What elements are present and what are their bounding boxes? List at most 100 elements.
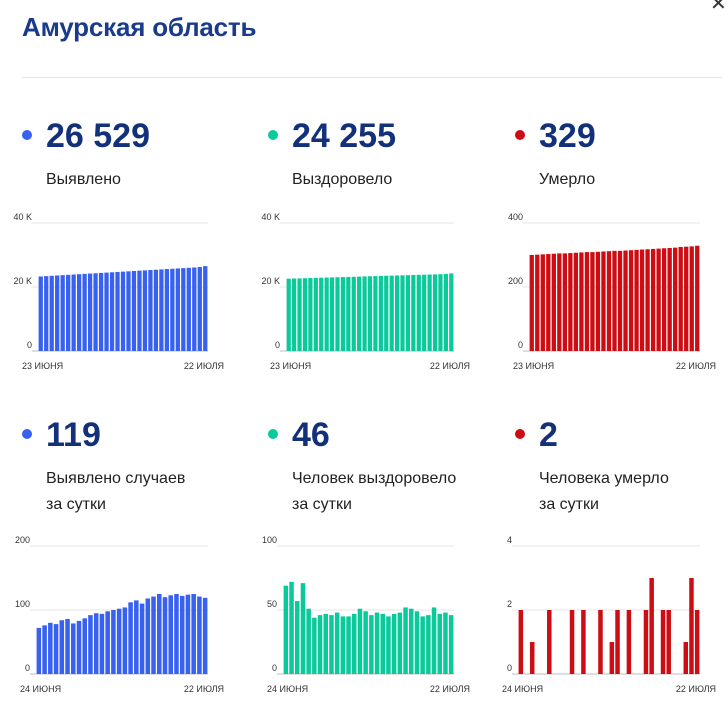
bar: [369, 615, 374, 674]
bar: [394, 275, 400, 351]
bar: [409, 608, 414, 674]
bar: [569, 610, 575, 674]
bar: [448, 615, 454, 674]
bar: [573, 252, 579, 351]
bar: [313, 277, 318, 351]
bar: [443, 612, 448, 674]
bar: [416, 274, 421, 351]
bar: [93, 613, 99, 674]
bar: [295, 601, 300, 674]
bar: [71, 274, 76, 351]
bar: [643, 610, 649, 674]
bar: [352, 613, 357, 674]
bar: [142, 270, 148, 351]
bar: [357, 276, 362, 351]
recovered-daily-label-line-2: за сутки: [292, 496, 352, 513]
recovered-daily-label: Человек выздоровело за сутки: [292, 466, 456, 518]
bar: [153, 269, 159, 351]
confirmed-daily-label-line-1: Выявлено случаев: [46, 470, 186, 487]
recovered-label: Выздоровело: [292, 167, 392, 193]
x-start-label: 24 ИЮНЯ: [502, 684, 543, 694]
bar: [422, 274, 427, 351]
bar: [579, 252, 584, 351]
bar: [595, 251, 601, 351]
x-start-label: 23 ИЮНЯ: [513, 361, 554, 371]
recovered-label-line-1: Выздоровело: [292, 171, 393, 188]
bar: [666, 610, 671, 674]
close-icon[interactable]: ✕: [710, 0, 727, 15]
bar: [598, 610, 603, 674]
bar: [405, 275, 411, 351]
bar: [606, 251, 612, 351]
deaths-daily-label-line-2: за сутки: [539, 496, 599, 513]
recovered-daily-label-line-1: Человек выздоровело: [292, 470, 457, 487]
y-tick-label: 0: [507, 663, 512, 673]
bar: [615, 610, 620, 674]
y-tick-label: 4: [507, 535, 512, 545]
bar: [93, 273, 98, 351]
bar: [88, 615, 93, 674]
bar: [373, 276, 378, 351]
bar: [639, 249, 645, 351]
bar: [535, 254, 540, 351]
bar: [55, 275, 60, 351]
bar: [49, 275, 54, 351]
bar: [411, 275, 416, 351]
y-tick-label: 0: [275, 340, 280, 350]
bar: [159, 269, 164, 351]
bar: [115, 271, 120, 351]
y-tick-label: 50: [267, 599, 277, 609]
y-tick-label: 200: [508, 276, 523, 286]
confirmed-daily-total: 119: [46, 416, 101, 454]
bar: [157, 594, 162, 674]
bar: [82, 618, 87, 674]
bar: [323, 613, 328, 674]
bar: [367, 276, 373, 351]
bar: [628, 250, 634, 351]
confirmed-daily-label-line-2: за сутки: [46, 496, 106, 513]
bar: [174, 594, 179, 674]
bar: [186, 267, 191, 351]
bar: [283, 585, 289, 674]
bar: [551, 253, 556, 351]
x-start-label: 24 ИЮНЯ: [20, 684, 61, 694]
bar: [48, 622, 53, 674]
y-tick-label: 40 K: [13, 212, 32, 222]
bar: [667, 247, 672, 351]
x-end-label: 22 ИЮЛЯ: [676, 684, 716, 694]
bar: [568, 253, 573, 351]
x-start-label: 23 ИЮНЯ: [22, 361, 63, 371]
bar: [661, 248, 667, 351]
bar: [362, 276, 367, 351]
bar: [389, 275, 394, 351]
y-tick-label: 100: [15, 599, 30, 609]
bar: [438, 274, 443, 351]
bar: [397, 612, 403, 674]
bar: [427, 274, 432, 351]
bar: [617, 250, 623, 351]
recovered-daily-dot: [268, 429, 278, 439]
bar: [128, 602, 133, 674]
bar: [192, 267, 197, 351]
bar: [302, 278, 308, 351]
bar: [584, 252, 590, 351]
bar: [601, 251, 606, 351]
bar: [346, 276, 351, 351]
panel-confirmed-daily: 119 Выявлено случаев за сутки: [22, 415, 252, 705]
bar: [65, 618, 70, 674]
confirmed-daily-label: Выявлено случаев за сутки: [46, 466, 185, 518]
bar: [689, 578, 694, 674]
confirmed-label: Выявлено: [46, 167, 121, 193]
bar: [185, 594, 191, 674]
header-divider: [22, 77, 722, 78]
bar: [44, 276, 49, 351]
bar: [60, 275, 65, 351]
y-tick-label: 0: [518, 340, 523, 350]
bar: [683, 642, 689, 674]
bar: [312, 617, 317, 674]
bar: [340, 277, 346, 351]
bar: [623, 250, 628, 351]
